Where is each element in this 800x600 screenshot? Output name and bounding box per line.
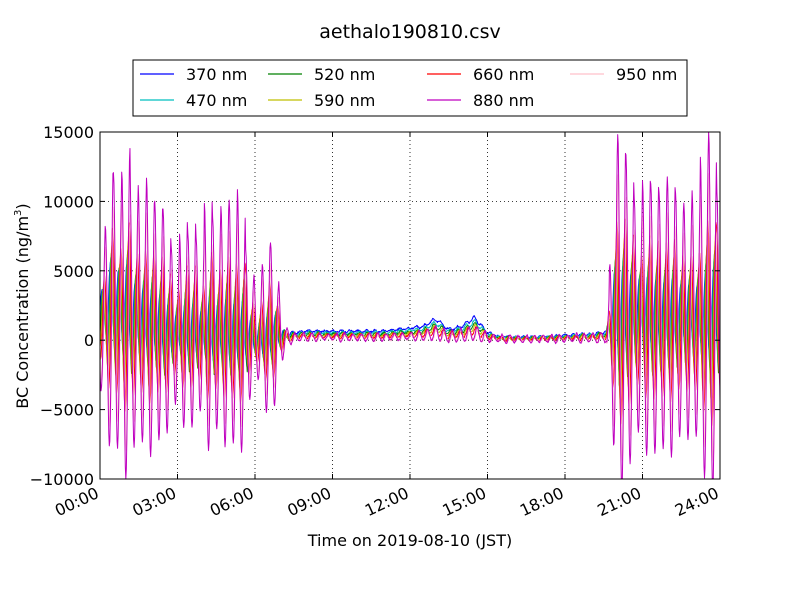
y-axis-label-main: BC Concentration (ng/m <box>13 216 32 409</box>
legend-label: 470 nm <box>186 91 247 110</box>
legend-label: 950 nm <box>616 65 677 84</box>
series-layer <box>99 131 721 480</box>
y-tick-label: 15000 <box>43 123 94 142</box>
legend-item: 880 nm <box>427 91 534 110</box>
legend-item: 520 nm <box>268 65 375 84</box>
series-line-880-nm <box>99 131 721 480</box>
legend-label: 590 nm <box>314 91 375 110</box>
y-tick-label: 0 <box>84 331 94 350</box>
x-axis-label: Time on 2019-08-10 (JST) <box>307 531 512 550</box>
legend: 370 nm 470 nm 520 nm 590 nm 660 nm 880 nm 950 … <box>132 59 688 117</box>
y-tick-label: −5000 <box>40 401 94 420</box>
legend-label: 520 nm <box>314 65 375 84</box>
y-tick-label: 5000 <box>53 262 94 281</box>
x-tick-label: 21:00 <box>594 483 644 520</box>
x-tick-label: 18:00 <box>517 483 567 520</box>
y-axis-label: BC Concentration (ng/m3) <box>13 203 32 408</box>
y-axis-label-superscript: 3 <box>13 210 24 216</box>
chart-title: aethalo190810.csv <box>319 21 501 43</box>
x-tick-label: 06:00 <box>207 483 257 520</box>
legend-item: 950 nm <box>570 65 677 84</box>
x-tick-label: 15:00 <box>439 483 489 520</box>
legend-item: 590 nm <box>268 91 375 110</box>
x-tick-label: 24:00 <box>672 483 722 520</box>
x-tick-label: 12:00 <box>362 483 412 520</box>
legend-box <box>132 59 688 117</box>
x-tick-label: 09:00 <box>284 483 334 520</box>
y-axis-label-close: ) <box>13 203 32 209</box>
y-tick-label: 10000 <box>43 192 94 211</box>
x-tick-label: 03:00 <box>129 483 179 520</box>
legend-item: 660 nm <box>427 65 534 84</box>
legend-label: 880 nm <box>473 91 534 110</box>
legend-label: 660 nm <box>473 65 534 84</box>
y-tick-label: −10000 <box>30 470 94 489</box>
legend-label: 370 nm <box>186 65 247 84</box>
legend-item: 370 nm <box>140 65 247 84</box>
legend-item: 470 nm <box>140 91 247 110</box>
